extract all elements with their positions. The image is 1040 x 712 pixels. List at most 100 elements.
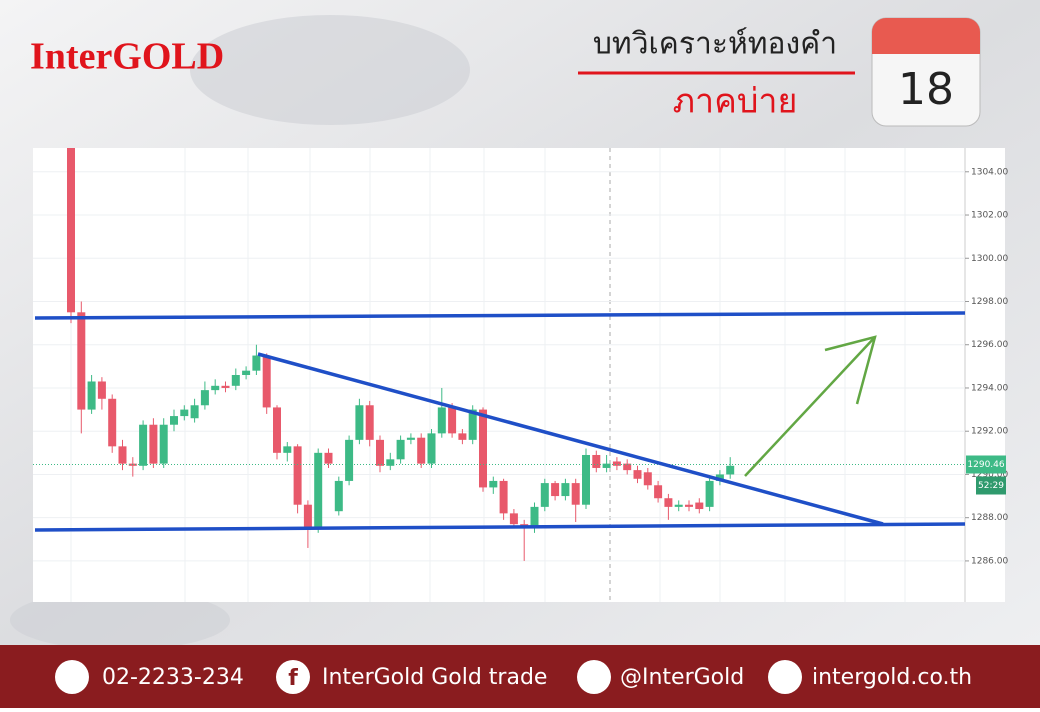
candle-body (149, 424, 158, 464)
y-tick-label: 1286.00 (971, 556, 1008, 566)
candle-body (674, 504, 683, 507)
footer-icons: f (55, 660, 802, 694)
plot: 1286.00 1288.00 1290.00 1292.00 1294.00 1296.… (33, 148, 1008, 566)
countdown: 52:29 (978, 481, 1004, 491)
map-shape (10, 590, 230, 650)
y-tick-label: 1288.00 (971, 513, 1008, 523)
candle-body (726, 465, 735, 475)
y-tick-label: 1302.00 (971, 211, 1008, 221)
candle-body (180, 409, 189, 417)
trend-line (257, 352, 884, 526)
candle-body (159, 424, 168, 464)
candle-body (582, 454, 590, 505)
logo: InterGOLD (30, 36, 224, 78)
y-tick-label: 1290.00 (971, 470, 1008, 480)
candle-body (303, 504, 312, 529)
candle-body (355, 405, 364, 440)
line-icon (577, 660, 611, 694)
candle-body (190, 405, 199, 419)
candle-body (530, 506, 539, 527)
candle-body (97, 381, 106, 399)
candle-body (571, 483, 580, 505)
candle-body (468, 409, 477, 440)
candle-body (252, 355, 261, 371)
candle-body (685, 504, 693, 507)
y-tick-label: 1300.00 (971, 254, 1008, 264)
candle-body (633, 470, 642, 479)
candle-body (695, 502, 704, 510)
last-price-label: 1290.46 (967, 460, 1004, 470)
calendar-date: 18 (898, 64, 954, 115)
candle-body (437, 407, 446, 434)
line-id: @InterGold (620, 665, 744, 690)
candle-body (561, 483, 570, 497)
candle-body (273, 407, 281, 453)
candle-body (293, 446, 302, 505)
phone-icon (55, 660, 89, 694)
candle-body (643, 472, 652, 486)
candle-body (489, 480, 498, 488)
resistance-line (34, 311, 966, 320)
candle-body (540, 483, 549, 507)
candle-body (334, 480, 343, 512)
y-tick-label: 1292.00 (971, 427, 1008, 437)
y-tick-label: 1296.00 (971, 340, 1008, 350)
y-tick-label: 1294.00 (971, 383, 1008, 393)
candle-body (108, 398, 117, 447)
map-shape (190, 15, 470, 125)
candle-body (612, 461, 621, 466)
candle-body (499, 480, 508, 514)
candle-body (705, 480, 714, 507)
website: intergold.co.th (812, 665, 972, 690)
candle-body (551, 483, 560, 497)
candle-body (139, 424, 148, 466)
calendar-top (872, 18, 980, 54)
arrow-head (824, 335, 877, 405)
title: บทวิเคราะห์ทองคำ (593, 27, 837, 62)
footer-bar (0, 645, 1040, 708)
phone: 02-2233-234 (102, 665, 244, 690)
candle-body (664, 498, 673, 507)
candle-body (77, 312, 86, 410)
candle-body (231, 375, 240, 386)
candle-body (365, 405, 374, 440)
arrow (744, 335, 877, 477)
arrow-shaft (744, 336, 876, 477)
candle-body (458, 433, 467, 440)
candle-body (200, 390, 209, 406)
candle-body (170, 416, 178, 425)
y-tick-label: 1298.00 (971, 297, 1008, 307)
candle-body (345, 439, 354, 481)
support-line (34, 522, 966, 532)
candle-body (448, 407, 457, 434)
candle-body (67, 148, 75, 313)
last-price-box (966, 455, 1006, 474)
candle-body (87, 381, 96, 410)
candle-body (479, 409, 487, 488)
y-tick-label: 1304.00 (971, 167, 1008, 177)
candle-body (715, 474, 724, 481)
candle-body (602, 463, 611, 468)
candle-body (427, 433, 436, 464)
candle-body (406, 437, 415, 440)
countdown-box (976, 476, 1006, 495)
annotations (34, 311, 966, 532)
candle-body (314, 452, 323, 529)
candle-body (211, 385, 220, 391)
facebook-icon (276, 660, 310, 694)
subtitle: ภาคบ่าย (673, 82, 798, 122)
candle-body (592, 454, 601, 468)
facebook-glyph: f (288, 666, 298, 691)
candle-body (509, 513, 518, 525)
candle-body (654, 485, 663, 499)
candle-body (417, 437, 426, 464)
candle-body (242, 370, 251, 375)
candle-body (623, 463, 632, 471)
chart-panel (33, 148, 1005, 602)
candle-body (221, 385, 230, 388)
web-icon (768, 660, 802, 694)
candle-body (324, 452, 333, 464)
facebook: InterGold Gold trade (322, 665, 547, 690)
candle-body (262, 355, 271, 408)
